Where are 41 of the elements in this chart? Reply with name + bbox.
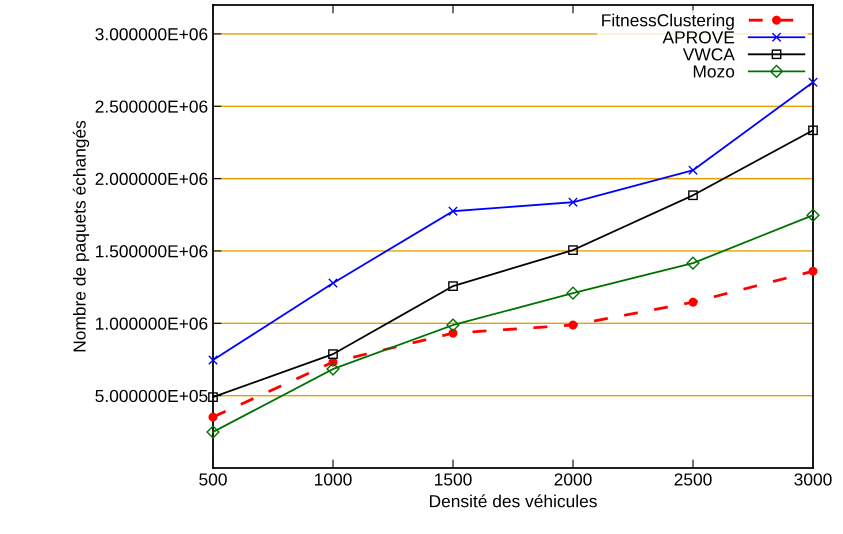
x-tick-label: 1000 [315, 473, 352, 486]
y-tick-label: 5.000000E+05 [95, 390, 208, 402]
legend-label: FitnessClustering [602, 14, 734, 30]
point [328, 278, 338, 288]
y-tick-label: 1.000000E+06 [96, 317, 208, 330]
x-tick-label: 2000 [554, 473, 592, 486]
point [688, 190, 698, 200]
point [208, 412, 218, 422]
y-tick-label: 1.500000E+06 [96, 245, 208, 258]
point [208, 355, 218, 365]
point [568, 320, 578, 330]
point [806, 208, 820, 222]
point [328, 349, 338, 359]
y-axis-title: Nombre de paquets échangés [72, 120, 90, 352]
legend-label: APROVE [662, 31, 734, 44]
x-axis-title: Densité des véhicules [430, 494, 597, 508]
point [208, 392, 218, 402]
point [686, 256, 700, 270]
y-tick-label: 2.500000E+06 [96, 100, 208, 113]
legend-label: Mozo [694, 65, 734, 78]
point [568, 245, 578, 255]
point [448, 328, 458, 338]
x-tick-label: 500 [199, 473, 227, 486]
point [448, 281, 458, 291]
y-tick-label: 3.000000E+06 [95, 28, 208, 40]
point [568, 197, 578, 208]
point [688, 298, 698, 307]
point [808, 125, 818, 136]
point [206, 425, 220, 439]
point [448, 206, 458, 216]
y-tick-label: 2.000000E+06 [96, 172, 208, 186]
point [688, 165, 698, 176]
legend-label: VWCA [682, 48, 735, 61]
point [566, 286, 580, 300]
point [446, 318, 460, 332]
x-tick-label: 2500 [674, 473, 712, 486]
x-tick-label: 3000 [794, 473, 832, 486]
point [808, 77, 818, 88]
x-tick-label: 1500 [435, 473, 472, 486]
point [808, 266, 818, 276]
point [326, 362, 340, 376]
